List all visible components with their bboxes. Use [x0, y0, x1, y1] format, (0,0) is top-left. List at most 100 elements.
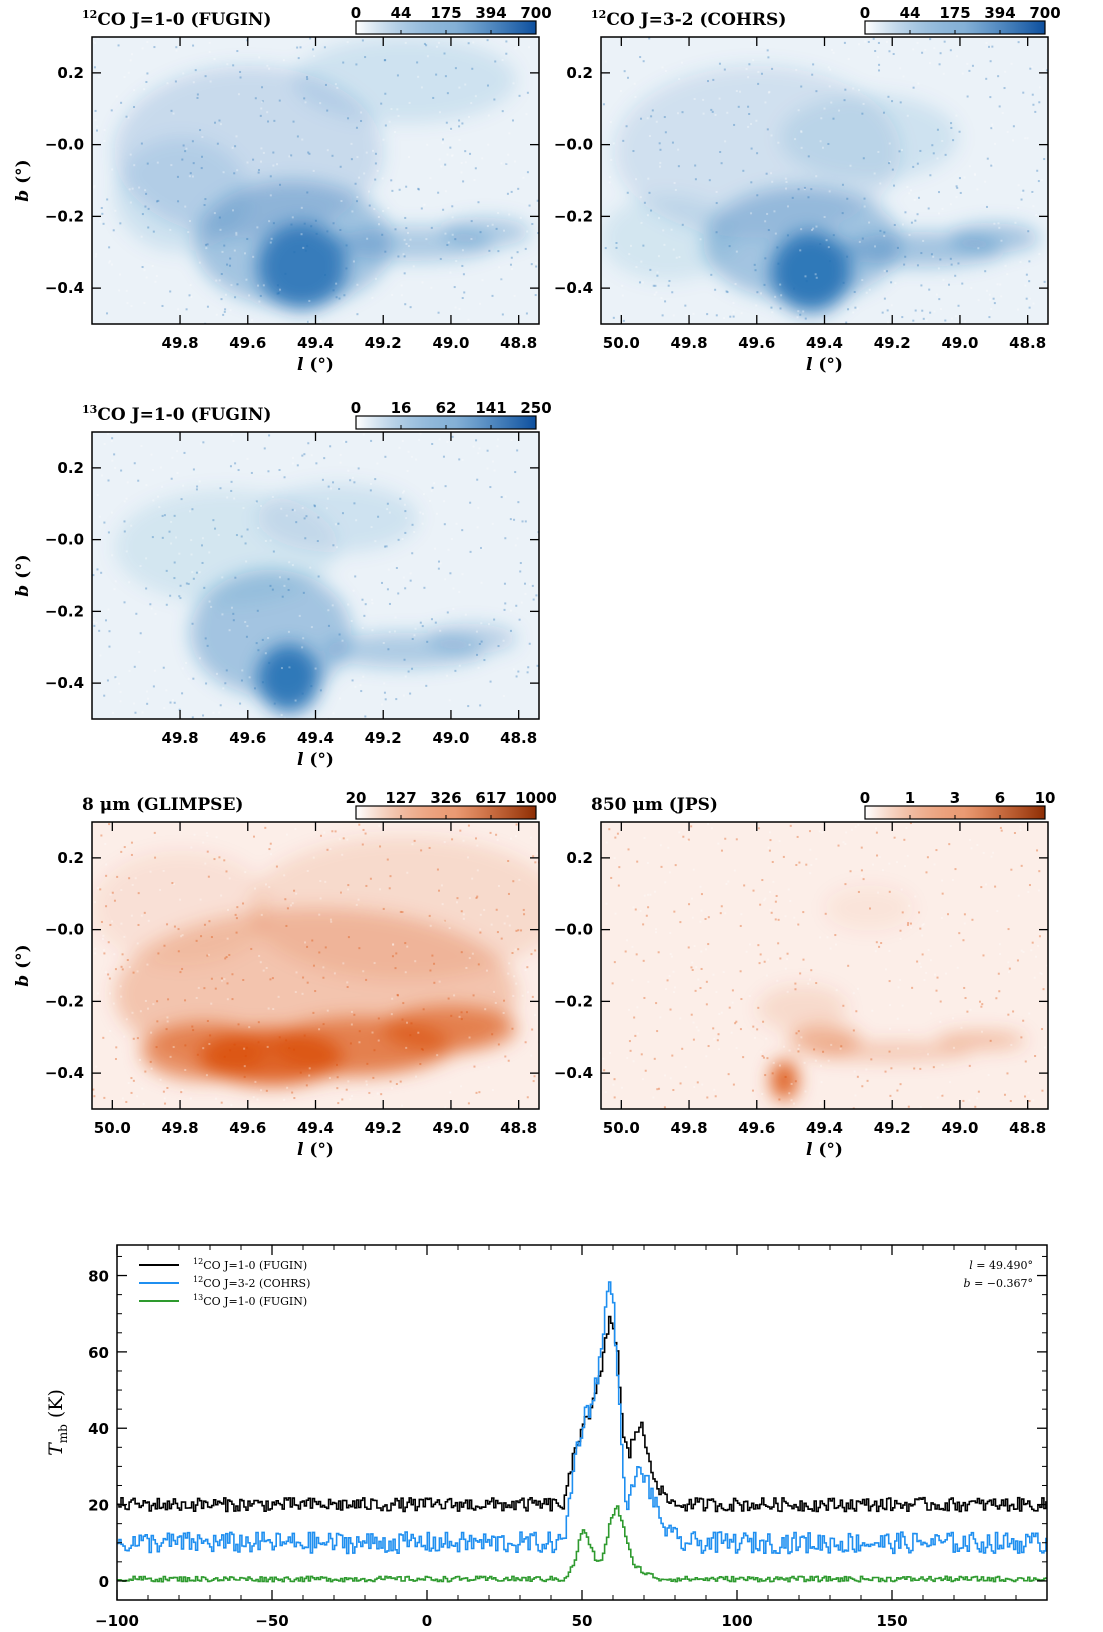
speckle [404, 303, 407, 306]
speckle [235, 931, 238, 934]
speckle [166, 1020, 169, 1023]
speckle [394, 616, 397, 619]
speckle [391, 1087, 394, 1090]
speckle [749, 943, 752, 946]
speckle [99, 654, 102, 657]
speckle [154, 280, 157, 283]
speckle [496, 931, 499, 934]
speckle [458, 590, 461, 593]
speckle [883, 297, 886, 300]
speckle [210, 977, 213, 980]
speckle [669, 1077, 672, 1080]
speckle [301, 646, 304, 649]
speckle [96, 887, 99, 890]
speckle [507, 153, 510, 156]
speckle [184, 150, 187, 153]
speckle [272, 550, 275, 553]
speckle [296, 135, 299, 138]
speckle [819, 1102, 822, 1105]
emission-blob [92, 850, 271, 966]
speckle [968, 1099, 971, 1102]
speckle [368, 1091, 371, 1094]
speckle [486, 84, 489, 87]
speckle [860, 874, 863, 877]
speckle [294, 699, 297, 702]
speckle [437, 191, 440, 194]
speckle [462, 839, 465, 842]
speckle [401, 491, 404, 494]
speckle [1013, 831, 1016, 834]
speckle [860, 869, 863, 872]
speckle [493, 98, 496, 101]
speckle [154, 612, 157, 615]
speckle [155, 275, 158, 278]
speckle [360, 690, 363, 693]
speckle [357, 467, 360, 470]
speckle [146, 72, 149, 75]
speckle [192, 1029, 195, 1032]
speckle [388, 887, 391, 890]
speckle [444, 232, 447, 235]
speckle [133, 164, 136, 167]
emission-blob [601, 194, 736, 281]
speckle [128, 669, 131, 672]
speckle [878, 945, 881, 948]
speckle [655, 1002, 658, 1005]
speckle [997, 75, 1000, 78]
x-tick-label: 49.2 [365, 729, 402, 747]
speckle [104, 843, 107, 846]
colorbar-tick-label: 1 [905, 789, 915, 807]
x-tick-label: 49.4 [297, 1119, 334, 1137]
speckle [296, 464, 299, 467]
speckle [362, 828, 365, 831]
speckle [842, 841, 845, 844]
speckle [992, 297, 995, 300]
speckle [139, 1010, 142, 1013]
speckle [181, 667, 184, 670]
speckle [804, 1090, 807, 1093]
speckle [149, 603, 152, 606]
speckle [799, 313, 802, 316]
speckle [166, 1016, 169, 1019]
speckle [954, 274, 957, 277]
speckle [474, 95, 477, 98]
speckle [265, 1089, 268, 1092]
speckle [130, 853, 133, 856]
speckle [489, 680, 492, 683]
speckle [159, 1078, 162, 1081]
speckle [437, 560, 440, 563]
speckle [391, 189, 394, 192]
speckle [139, 632, 142, 635]
speckle [435, 45, 438, 48]
y-tick-label: 0.2 [57, 849, 84, 867]
speckle [845, 321, 848, 324]
speckle [495, 227, 498, 230]
speckle [844, 88, 847, 91]
speckle [351, 679, 354, 682]
speckle [196, 93, 199, 96]
speckle [524, 520, 527, 523]
speckle [896, 246, 899, 249]
speckle [864, 40, 867, 43]
speckle [444, 163, 447, 166]
speckle [410, 1022, 413, 1025]
speckle [335, 282, 338, 285]
emission-blob [779, 94, 959, 181]
speckle [329, 918, 332, 921]
speckle [192, 162, 195, 165]
speckle [130, 1091, 133, 1094]
speckle [727, 880, 730, 883]
speckle [891, 168, 894, 171]
speckle [411, 637, 414, 640]
speckle [406, 945, 409, 948]
speckle [405, 1046, 408, 1049]
speckle [491, 294, 494, 297]
speckle [957, 262, 960, 265]
speckle [185, 661, 188, 664]
speckle [158, 505, 161, 508]
map-image [92, 822, 539, 1109]
speckle [874, 245, 877, 248]
speckle [312, 964, 315, 967]
speckle [206, 243, 209, 246]
speckle [371, 296, 374, 299]
